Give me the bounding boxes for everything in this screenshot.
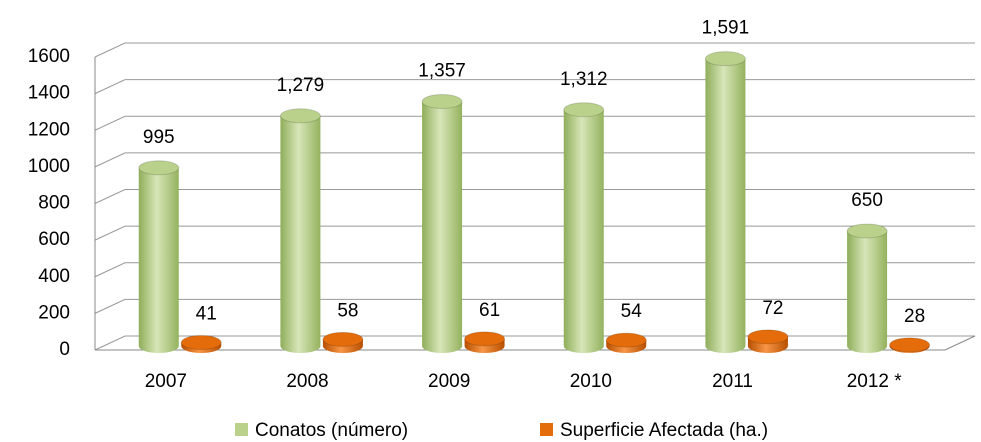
grid-line <box>94 262 975 278</box>
bar-part <box>180 334 222 350</box>
grid-line <box>94 42 975 58</box>
bar-part <box>846 223 888 239</box>
y-tick-label: 800 <box>38 193 70 214</box>
value-label: 28 <box>904 306 925 327</box>
value-label: 58 <box>337 300 358 321</box>
grid-line <box>94 79 975 95</box>
grid-line <box>94 335 975 351</box>
bar-part <box>889 337 931 353</box>
x-tick-label: 2011 <box>712 371 753 392</box>
bar <box>846 223 888 353</box>
grid-line <box>94 152 975 168</box>
value-label: 41 <box>196 304 217 325</box>
grid-line <box>94 225 975 241</box>
bar-part <box>280 115 321 353</box>
bar-part <box>704 51 746 67</box>
bar-part <box>847 230 888 353</box>
y-tick-label: 1200 <box>28 119 70 140</box>
bar-part <box>563 109 604 354</box>
value-label: 54 <box>621 301 643 322</box>
grid-line <box>94 298 975 314</box>
y-tick-label: 400 <box>38 266 70 287</box>
legend-label: Conatos (número) <box>255 420 408 441</box>
value-label: 995 <box>143 127 175 148</box>
y-tick-label: 600 <box>38 229 70 250</box>
y-tick-label: 1600 <box>28 46 70 67</box>
bar-part <box>422 101 463 353</box>
y-tick-label: 0 <box>59 339 70 360</box>
value-label: 1,312 <box>560 69 608 90</box>
grid-line <box>94 115 975 131</box>
bar <box>605 332 647 353</box>
bar-part <box>322 331 364 347</box>
value-label: 61 <box>479 300 500 321</box>
y-tick-label: 200 <box>38 302 70 323</box>
bar <box>747 329 789 353</box>
bar <box>138 160 180 353</box>
legend-swatch <box>540 423 553 436</box>
bar-part <box>464 331 506 347</box>
bar <box>180 334 222 353</box>
y-tick-label: 1000 <box>28 156 70 177</box>
legend-swatch <box>235 423 248 436</box>
bar-part <box>563 102 605 118</box>
value-label: 1,357 <box>418 61 466 82</box>
bar-part <box>705 58 746 353</box>
bar-part <box>279 108 321 124</box>
value-label: 650 <box>851 190 883 211</box>
x-tick-label: 2008 <box>286 371 328 392</box>
legend-label: Superficie Afectada (ha.) <box>560 420 768 441</box>
bar <box>889 337 931 353</box>
value-label: 1,591 <box>702 18 750 39</box>
bar-part <box>605 332 647 348</box>
bar <box>464 331 506 353</box>
grid-line <box>94 189 975 204</box>
bar-part <box>421 93 463 109</box>
x-tick-label: 2007 <box>145 371 187 392</box>
bar <box>704 51 746 353</box>
bar <box>421 93 463 353</box>
bar-part <box>747 329 789 345</box>
bar-part <box>138 160 180 176</box>
y-tick-label: 1400 <box>28 83 70 104</box>
floor <box>95 335 976 351</box>
value-label: 1,279 <box>277 75 325 96</box>
bar <box>322 331 364 353</box>
x-tick-label: 2010 <box>570 371 612 392</box>
x-tick-label: 2012 * <box>847 371 903 392</box>
value-label: 72 <box>762 298 783 319</box>
x-tick-label: 2009 <box>428 371 470 392</box>
bar-part <box>138 167 179 353</box>
bar <box>563 102 605 354</box>
bar <box>279 108 321 353</box>
